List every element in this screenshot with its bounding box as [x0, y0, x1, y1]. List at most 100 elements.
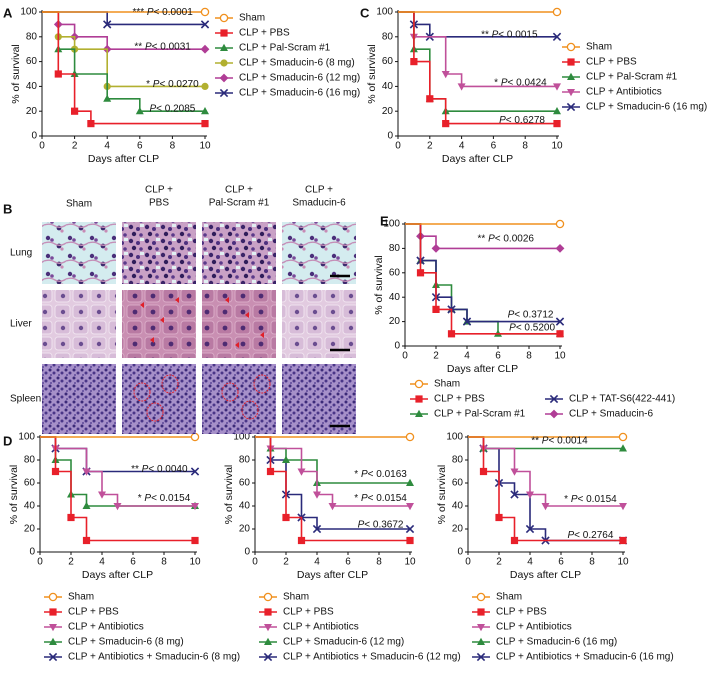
y-tick-label: 20 [24, 524, 36, 535]
legend-label: Sham [434, 379, 460, 390]
y-tick-label: 60 [382, 56, 394, 67]
arrow-marker [140, 302, 144, 308]
region-circle [253, 374, 271, 394]
legend-item: CLP + Pal-Scram #1 [410, 409, 526, 420]
marker [541, 503, 550, 511]
marker [553, 120, 561, 128]
y-tick-label: 80 [452, 455, 464, 466]
legend-item: CLP + Smaducin-6 (12 mg) [259, 637, 404, 648]
y-tick-label: 80 [239, 455, 251, 466]
marker [549, 409, 559, 419]
region-circle [146, 402, 164, 422]
legend-item: CLP + Antibiotics [44, 622, 144, 633]
marker [113, 503, 122, 511]
legend-item: CLP + Smaducin-6 (8 mg) [44, 637, 184, 648]
marker [426, 95, 434, 103]
x-tick-label: 0 [465, 557, 471, 568]
marker [48, 592, 58, 602]
marker [82, 501, 91, 509]
marker [405, 524, 415, 534]
legend-label: CLP + Antibiotics + Smaducin-6 (16 mg) [496, 652, 674, 663]
y-tick-label: 40 [452, 501, 464, 512]
legend-item: CLP + Antibiotics [472, 622, 572, 633]
panel-letter: C [360, 5, 370, 20]
y-tick-label: 60 [389, 267, 401, 278]
legend-label: Sham [496, 592, 522, 603]
y-tick-label: 20 [382, 106, 394, 117]
micrograph [282, 364, 356, 434]
micrograph [282, 222, 356, 284]
x-tick-label: 8 [526, 351, 532, 362]
legend-label: CLP + Antibiotics + Smaducin-6 (8 mg) [68, 652, 240, 663]
legend-label: CLP + PBS [586, 57, 637, 68]
legend-label: CLP + Antibiotics [283, 622, 359, 633]
marker [312, 524, 322, 534]
marker [190, 432, 200, 442]
column-header: CLP + [305, 185, 333, 196]
legend-label: CLP + TAT-S6(422-441) [569, 394, 675, 405]
p-value-annotation: P< 0.2085 [149, 103, 195, 114]
survival-line [468, 436, 623, 542]
p-value-annotation: ** P< 0.0014 [531, 435, 588, 446]
marker [406, 536, 414, 545]
survival-line [42, 11, 205, 112]
x-tick-label: 6 [130, 557, 136, 568]
x-axis-title: Days after CLP [442, 153, 513, 165]
marker [495, 513, 503, 522]
marker [82, 468, 91, 476]
arrow-marker [245, 312, 249, 318]
marker [555, 244, 565, 253]
p-value-annotation: ** P< 0.0031 [134, 41, 191, 52]
marker [619, 444, 627, 452]
legend-item: CLP + Antibiotics [259, 622, 359, 633]
arrow-marker [260, 332, 264, 338]
y-tick-label: 20 [389, 316, 401, 327]
survival-chart: D 0 20 40 60 80 100 0 2 4 6 8 10 % of survival Days af… [3, 432, 240, 663]
x-tick-label: 10 [199, 141, 211, 152]
marker [415, 395, 423, 403]
legend-item: CLP + PBS [44, 607, 119, 618]
marker [556, 330, 564, 338]
marker [552, 7, 562, 17]
column-header: PBS [149, 198, 169, 209]
legend-item: Sham [562, 42, 612, 53]
column-header: Smaducin-6 [292, 198, 346, 209]
region-circle [161, 374, 179, 394]
marker [462, 317, 472, 326]
legend-item: CLP + Antibiotics [562, 87, 662, 98]
x-tick-label: 6 [495, 351, 501, 362]
survival-line [405, 223, 560, 323]
marker [555, 317, 565, 326]
marker [71, 107, 79, 115]
x-tick-label: 6 [345, 557, 351, 568]
legend-label: Sham [239, 13, 265, 24]
marker [220, 43, 228, 51]
x-tick-label: 2 [427, 141, 433, 152]
column-header: Pal-Scram #1 [209, 198, 270, 209]
marker [415, 409, 423, 417]
legend-item: CLP + Antibiotics + Smaducin-6 (16 mg) [472, 652, 674, 663]
legend-label: CLP + Antibiotics + Smaducin-6 (12 mg) [283, 652, 461, 663]
row-label: Spleen [10, 394, 41, 405]
arrow-marker [175, 297, 179, 303]
marker [200, 20, 210, 29]
marker [82, 536, 91, 545]
legend-item: CLP + PBS [562, 57, 637, 68]
marker [313, 491, 321, 499]
marker [51, 467, 60, 476]
legend-label: CLP + Pal-Scram #1 [239, 43, 331, 54]
x-tick-label: 4 [99, 557, 105, 568]
marker [49, 637, 57, 645]
marker [87, 120, 95, 128]
legend-label: Sham [586, 42, 612, 53]
x-tick-label: 4 [104, 141, 110, 152]
marker [220, 59, 228, 67]
x-tick-label: 10 [551, 141, 563, 152]
histology-panel: B Sham CLP + PBS CLP + Pal-Scram #1 CLP + Smadu… [3, 185, 356, 434]
x-tick-label: 8 [161, 557, 167, 568]
y-axis-title: % of survival [366, 44, 378, 104]
marker [98, 491, 106, 499]
legend-item: Sham [44, 592, 94, 603]
survival-chart: E 0 20 40 60 80 100 0 2 4 6 8 10 % of survival Days af… [373, 213, 675, 419]
marker [266, 467, 275, 476]
